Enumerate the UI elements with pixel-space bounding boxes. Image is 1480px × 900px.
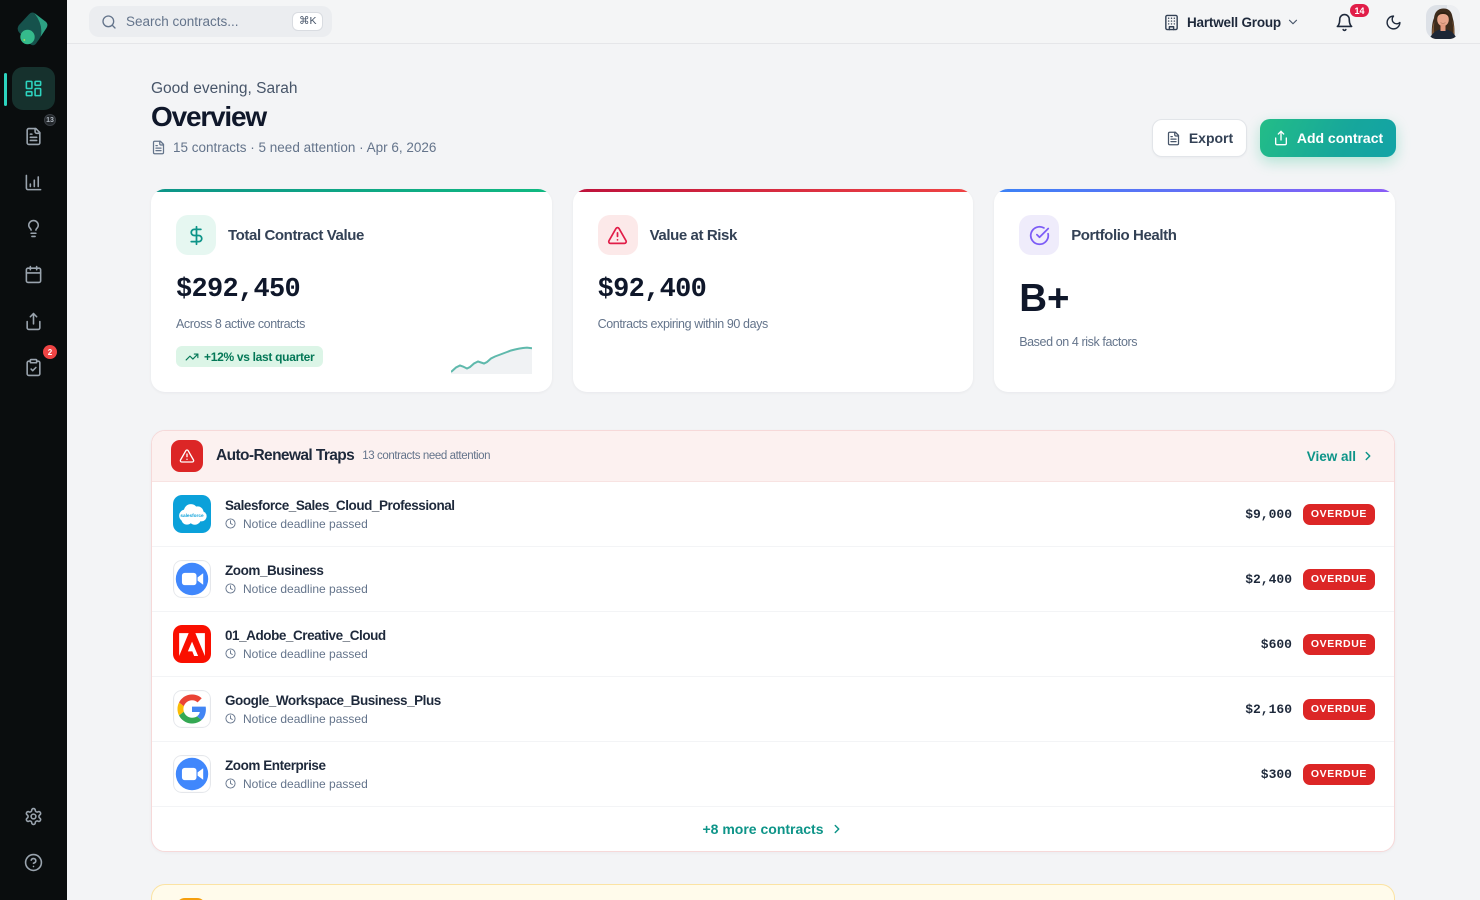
svg-text:salesforce: salesforce xyxy=(180,513,204,518)
